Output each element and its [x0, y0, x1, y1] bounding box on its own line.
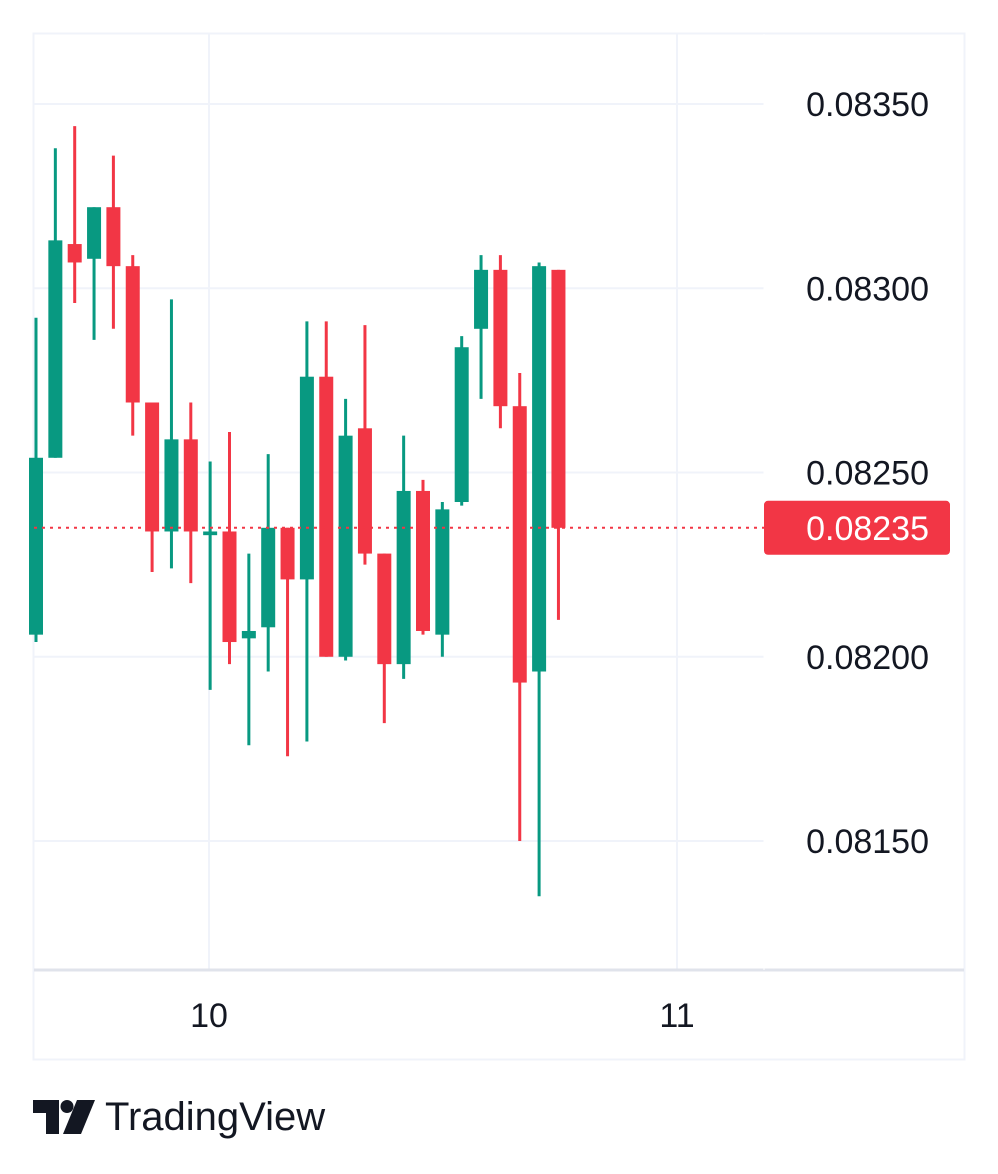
candle-body: [48, 240, 63, 458]
candle-up: [435, 502, 450, 657]
candle-body: [241, 630, 256, 639]
last-price-badge: [764, 500, 950, 555]
brand-name: TradingView: [105, 1094, 326, 1139]
candle-down: [125, 255, 140, 436]
candle-up: [338, 398, 353, 661]
candle-up: [396, 435, 411, 679]
candle-down: [493, 255, 508, 429]
candle-down: [222, 431, 237, 665]
price-tick-label: 0.08200: [806, 639, 929, 677]
candle-up: [474, 255, 489, 399]
candle-body: [145, 402, 160, 532]
candle-down: [551, 269, 566, 620]
candle-body: [435, 509, 450, 635]
candle-body: [396, 490, 411, 665]
price-tick-label: 0.08300: [806, 270, 929, 308]
price-axis[interactable]: 0.08350 0.08300 0.08250 0.08200 0.08150: [806, 86, 929, 861]
candles: [29, 126, 566, 897]
candle-body: [416, 490, 430, 631]
candle-body: [532, 266, 547, 672]
candle-body: [106, 207, 121, 267]
time-tick-label: 11: [659, 997, 694, 1035]
candle-body: [222, 531, 237, 643]
candle-body: [280, 527, 295, 580]
candle-body: [203, 531, 218, 536]
price-tick-label: 0.08250: [806, 455, 929, 493]
candle-body: [319, 376, 334, 657]
price-tick-label: 0.08150: [806, 823, 929, 861]
candle-up: [532, 262, 547, 897]
candle-down: [377, 553, 392, 724]
candle-body: [493, 269, 508, 407]
candle-down: [145, 402, 160, 573]
candle-down: [357, 325, 372, 565]
candle-body: [261, 527, 276, 628]
candle-up: [48, 148, 63, 458]
time-axis[interactable]: 10 11: [190, 997, 695, 1035]
candle-body: [67, 244, 82, 263]
candle-up: [261, 454, 276, 672]
candle-down: [280, 527, 295, 757]
candle-body: [299, 376, 314, 580]
last-price-label: 0.08235: [806, 510, 929, 548]
tradingview-branding[interactable]: TradingView: [33, 1094, 325, 1140]
last-price-marker: 0.08235: [34, 500, 950, 555]
candle-body: [125, 266, 140, 403]
candle-body: [377, 553, 392, 665]
candle-down: [106, 155, 121, 329]
tradingview-logo-icon: [33, 1100, 95, 1134]
candle-down: [319, 321, 334, 657]
candle-up: [203, 461, 218, 690]
candle-body: [474, 269, 489, 329]
candle-up: [299, 321, 314, 742]
candle-up: [29, 317, 43, 643]
candle-body: [512, 406, 527, 683]
candle-up: [454, 336, 469, 506]
candle-body: [338, 435, 353, 657]
candle-up: [164, 299, 179, 569]
candle-down: [512, 373, 527, 842]
chart-frame: 0.08350 0.08300 0.08250 0.08200 0.08150 0.08…: [0, 0, 998, 1080]
time-tick-label: 10: [190, 997, 228, 1035]
candle-down: [416, 479, 430, 635]
candle-down: [183, 402, 198, 584]
candle-body: [454, 347, 469, 502]
price-tick-label: 0.08350: [806, 86, 929, 124]
candle-body: [87, 207, 102, 259]
candle-body: [551, 269, 566, 528]
candle-down: [67, 126, 82, 304]
candle-up: [241, 553, 256, 746]
candlestick-chart[interactable]: 0.08350 0.08300 0.08250 0.08200 0.08150 0.08…: [0, 0, 998, 1080]
candle-up: [87, 207, 102, 340]
candle-body: [357, 428, 372, 554]
candle-body: [29, 457, 43, 635]
candle-body: [164, 439, 179, 532]
candle-body: [183, 439, 198, 532]
